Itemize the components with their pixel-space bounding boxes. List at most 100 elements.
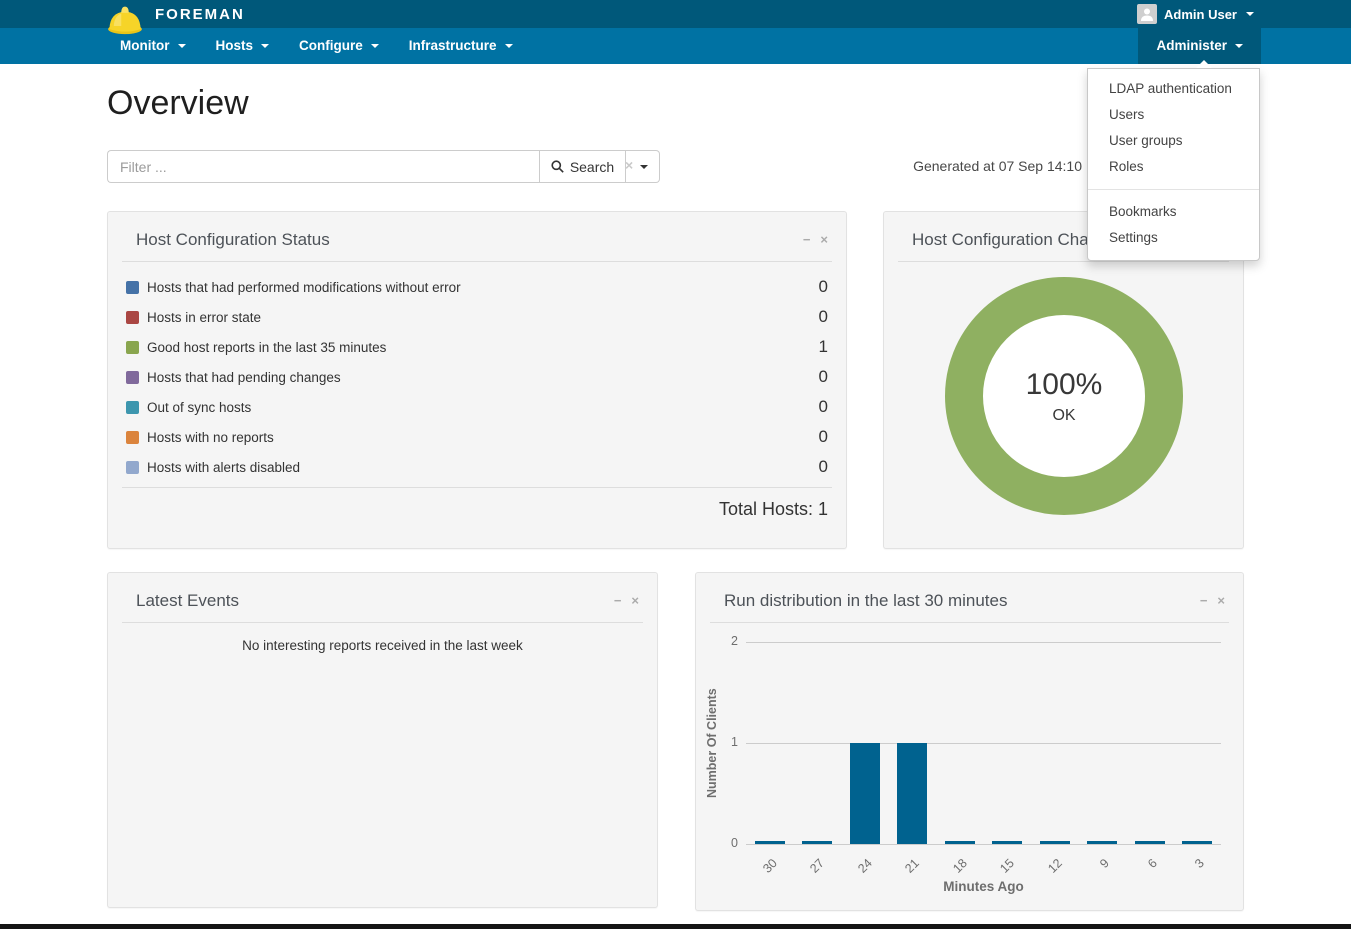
- gridline: [746, 743, 1221, 744]
- status-row: Hosts in error state0: [126, 302, 828, 332]
- donut-center-label: 100% OK: [945, 277, 1183, 515]
- nav-item-administer[interactable]: Administer: [1138, 28, 1261, 64]
- bar-chart-plot-area: [746, 642, 1221, 844]
- status-label[interactable]: Out of sync hosts: [147, 400, 819, 415]
- legend-swatch: [126, 341, 139, 354]
- nav-item-label: Infrastructure: [409, 28, 497, 64]
- donut-percent: 100%: [1026, 368, 1103, 402]
- administer-menu-bottom: BookmarksSettings: [1088, 199, 1259, 251]
- close-panel-icon[interactable]: ×: [631, 594, 639, 607]
- bar: [802, 841, 832, 844]
- status-label[interactable]: Hosts with alerts disabled: [147, 460, 819, 475]
- foreman-hardhat-logo-icon: [105, 1, 145, 46]
- status-count: 0: [819, 307, 828, 327]
- generated-timestamp: Generated at 07 Sep 14:10: [913, 158, 1082, 174]
- status-row: Out of sync hosts0: [126, 392, 828, 422]
- bar: [850, 743, 880, 844]
- menu-item-roles[interactable]: Roles: [1088, 154, 1259, 180]
- search-icon: [551, 160, 564, 173]
- latest-events-panel: Latest Events − × No interesting reports…: [107, 572, 658, 908]
- panel-header: Run distribution in the last 30 minutes …: [710, 573, 1229, 623]
- empty-events-message: No interesting reports received in the l…: [108, 623, 657, 653]
- status-row: Hosts with alerts disabled0: [126, 452, 828, 482]
- status-label[interactable]: Hosts that had pending changes: [147, 370, 819, 385]
- bar: [755, 841, 785, 844]
- y-tick-label: 0: [696, 836, 738, 850]
- menu-item-user-groups[interactable]: User groups: [1088, 128, 1259, 154]
- chevron-down-icon: [178, 44, 186, 48]
- close-panel-icon[interactable]: ×: [1217, 594, 1225, 607]
- status-row: Hosts that had pending changes0: [126, 362, 828, 392]
- status-legend: Hosts that had performed modifications w…: [108, 262, 846, 482]
- total-hosts: Total Hosts: 1: [108, 488, 846, 520]
- panel-title: Host Configuration Chart: [912, 230, 1099, 249]
- user-menu[interactable]: Admin User: [1137, 3, 1254, 25]
- host-configuration-chart-panel: Host Configuration Chart − × 100% OK: [883, 211, 1244, 549]
- chevron-down-icon: [371, 44, 379, 48]
- panel-title: Run distribution in the last 30 minutes: [724, 591, 1008, 610]
- administer-menu-top: LDAP authenticationUsersUser groupsRoles: [1088, 76, 1259, 180]
- gridline: [746, 844, 1221, 845]
- search-button-label: Search: [570, 159, 614, 175]
- status-count: 0: [819, 277, 828, 297]
- nav-item-hosts[interactable]: Hosts: [201, 28, 285, 64]
- minimize-panel-icon[interactable]: −: [803, 233, 811, 246]
- status-count: 0: [819, 427, 828, 447]
- legend-swatch: [126, 401, 139, 414]
- bar: [1040, 841, 1070, 844]
- nav-items: MonitorHostsConfigureInfrastructure: [105, 28, 528, 64]
- status-count: 0: [819, 367, 828, 387]
- menu-item-ldap-authentication[interactable]: LDAP authentication: [1088, 76, 1259, 102]
- panel-header: Latest Events − ×: [122, 573, 643, 623]
- bar: [897, 743, 927, 844]
- nav-item-label: Configure: [299, 28, 363, 64]
- search-button[interactable]: Search: [539, 150, 626, 183]
- bar: [1182, 841, 1212, 844]
- status-label[interactable]: Hosts that had performed modifications w…: [147, 280, 819, 295]
- run-distribution-panel: Run distribution in the last 30 minutes …: [695, 572, 1244, 911]
- status-row: Hosts that had performed modifications w…: [126, 272, 828, 302]
- status-count: 0: [819, 397, 828, 417]
- nav-item-label: Administer: [1156, 28, 1227, 64]
- status-row: Good host reports in the last 35 minutes…: [126, 332, 828, 362]
- y-tick-label: 2: [696, 634, 738, 648]
- brand-name: FOREMAN: [155, 6, 245, 23]
- status-count: 1: [819, 337, 828, 357]
- nav-item-label: Hosts: [216, 28, 254, 64]
- dropdown-arrow-icon: [1196, 60, 1212, 68]
- user-avatar: [1137, 4, 1157, 24]
- minimize-panel-icon[interactable]: −: [1200, 594, 1208, 607]
- foreman-dashboard: FOREMAN Admin User MonitorHostsConfigure…: [0, 0, 1351, 930]
- status-label[interactable]: Hosts in error state: [147, 310, 819, 325]
- gridline: [746, 642, 1221, 643]
- bar: [992, 841, 1022, 844]
- administer-dropdown-menu: LDAP authenticationUsersUser groupsRoles…: [1087, 68, 1260, 261]
- status-label[interactable]: Hosts with no reports: [147, 430, 819, 445]
- bar: [945, 841, 975, 844]
- panel-title: Latest Events: [136, 591, 239, 610]
- bar: [1087, 841, 1117, 844]
- chevron-down-icon: [1246, 12, 1254, 16]
- chevron-down-icon: [505, 44, 513, 48]
- status-label[interactable]: Good host reports in the last 35 minutes: [147, 340, 819, 355]
- menu-item-bookmarks[interactable]: Bookmarks: [1088, 199, 1259, 225]
- nav-item-configure[interactable]: Configure: [284, 28, 394, 64]
- menu-item-users[interactable]: Users: [1088, 102, 1259, 128]
- legend-swatch: [126, 461, 139, 474]
- status-count: 0: [819, 457, 828, 477]
- host-configuration-status-panel: Host Configuration Status − × Hosts that…: [107, 211, 847, 549]
- panel-header: Host Configuration Status − ×: [122, 212, 832, 262]
- chevron-down-icon: [261, 44, 269, 48]
- nav-item-infrastructure[interactable]: Infrastructure: [394, 28, 528, 64]
- panel-title: Host Configuration Status: [136, 230, 330, 249]
- chevron-down-icon: [1235, 44, 1243, 48]
- clear-search-icon[interactable]: ×: [625, 157, 633, 173]
- search-bar: × Search: [107, 150, 660, 183]
- close-panel-icon[interactable]: ×: [820, 233, 828, 246]
- page-title: Overview: [107, 84, 249, 123]
- search-input[interactable]: [107, 150, 539, 183]
- bar: [1135, 841, 1165, 844]
- menu-item-settings[interactable]: Settings: [1088, 225, 1259, 251]
- chevron-down-icon: [640, 165, 648, 169]
- minimize-panel-icon[interactable]: −: [614, 594, 622, 607]
